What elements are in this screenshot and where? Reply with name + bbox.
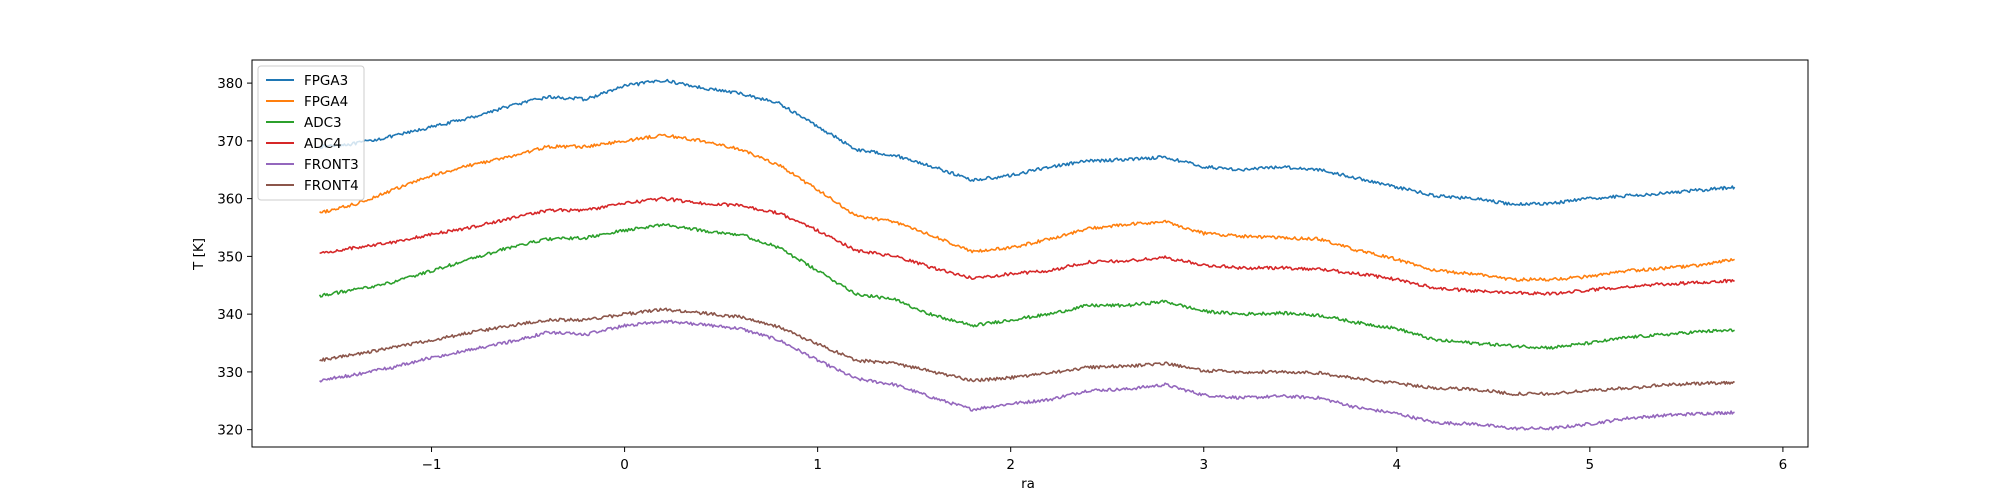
x-axis-label: ra	[1021, 476, 1035, 492]
y-tick-label: 370	[217, 134, 243, 150]
x-axis-ticks: −1 0 1 2 3 4 5 6	[422, 447, 1788, 473]
legend-label: ADC4	[304, 136, 342, 152]
x-tick-label: 5	[1586, 457, 1595, 473]
series-line-fpga3	[319, 78, 1736, 206]
x-tick-label: 1	[813, 457, 822, 473]
y-axis-label: T [K]	[191, 238, 207, 271]
series-layer	[318, 78, 1736, 431]
y-tick-label: 380	[217, 76, 243, 92]
y-tick-label: 320	[217, 423, 243, 439]
y-tick-label: 330	[217, 365, 243, 381]
legend-box	[257, 65, 365, 201]
x-tick-label: −1	[422, 457, 442, 473]
y-tick-label: 350	[217, 249, 243, 265]
series-line-adc3	[318, 223, 1735, 350]
series-line-fpga4	[319, 133, 1735, 282]
plot-area	[252, 60, 1808, 447]
y-tick-label: 340	[217, 307, 243, 323]
x-tick-label: 6	[1779, 457, 1788, 473]
legend-label: FRONT4	[304, 178, 359, 194]
legend-label: ADC3	[304, 115, 342, 131]
series-line-adc4	[319, 196, 1735, 296]
x-tick-label: 4	[1393, 457, 1402, 473]
x-tick-label: 0	[620, 457, 629, 473]
legend-label: FPGA3	[304, 73, 348, 89]
y-tick-label: 360	[217, 192, 243, 208]
legend-label: FRONT3	[304, 157, 359, 173]
legend: FPGA3 FPGA4 ADC3 ADC4 FRONT3 FRONT4	[257, 65, 365, 201]
y-axis-ticks: 320 330 340 350 360 370 380	[217, 76, 252, 439]
plot-frame	[251, 59, 1809, 448]
series-line-front3	[319, 319, 1735, 431]
legend-label: FPGA4	[304, 94, 348, 110]
x-tick-label: 2	[1006, 457, 1015, 473]
series-line-front4	[319, 307, 1735, 397]
x-tick-label: 3	[1199, 457, 1208, 473]
